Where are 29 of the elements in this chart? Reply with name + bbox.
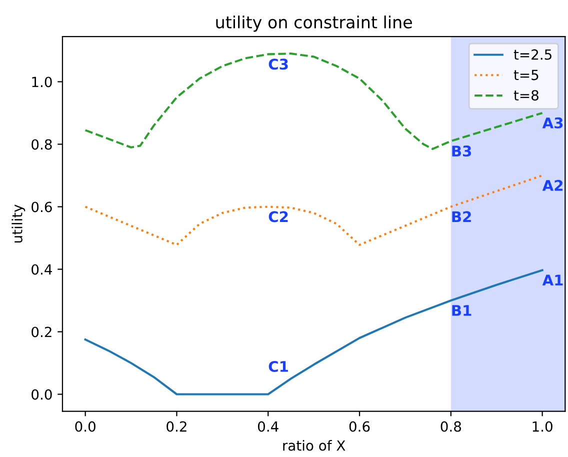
chart-title: utility on constraint line <box>216 16 412 32</box>
line-series <box>84 174 544 246</box>
y-tick-label: 1.0 <box>32 76 52 88</box>
annotation: C1 <box>268 360 288 372</box>
annotation: B3 <box>452 146 472 157</box>
annotation: A2 <box>542 180 562 191</box>
y-tick-label: 0.4 <box>32 264 52 275</box>
y-tick-label: 0.6 <box>32 202 52 212</box>
annotation: A1 <box>542 274 563 286</box>
x-tick-label: 0.6 <box>349 421 370 432</box>
y-tick-label: 0.8 <box>32 139 52 150</box>
annotation: B2 <box>452 211 471 222</box>
line-series <box>84 269 544 396</box>
y-axis-title: utility <box>12 204 26 242</box>
y-tick-label: 0.2 <box>32 326 52 338</box>
x-tick-label: 0.8 <box>440 421 462 432</box>
annotation: B1 <box>452 305 472 316</box>
x-tick-label: 0.2 <box>166 421 186 432</box>
legend-label: t=2.5 <box>514 49 552 60</box>
y-tick-label: 0.0 <box>32 389 52 400</box>
annotation: C2 <box>268 211 288 222</box>
legend-label: t=5 <box>514 70 538 80</box>
x-axis-title: ratio of X <box>283 440 346 451</box>
annotation: C3 <box>268 58 288 70</box>
x-tick-label: 0.0 <box>75 421 96 432</box>
annotation: A3 <box>542 117 563 128</box>
x-tick-label: 1.0 <box>532 421 552 432</box>
legend-label: t=8 <box>514 90 538 101</box>
x-tick-label: 0.4 <box>258 421 278 432</box>
